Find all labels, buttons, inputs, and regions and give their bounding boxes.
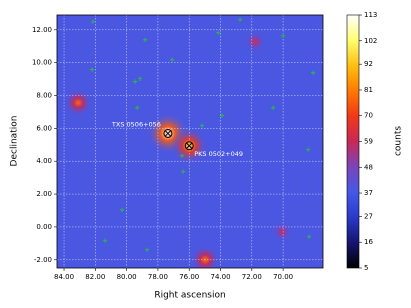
source-marker: [215, 30, 221, 35]
source-glow: [244, 30, 266, 53]
colorbar-tick-label: 37: [364, 189, 373, 197]
y-tick-label: 12.00: [32, 26, 52, 34]
source-marker: [134, 105, 140, 111]
source-glow: [190, 245, 220, 268]
source-glow: [64, 88, 93, 117]
annotation-label: PKS 0502+049: [194, 150, 243, 158]
source-marker: [90, 19, 96, 24]
x-tick-label: 72.00: [242, 273, 262, 281]
colorbar-tick-label: 92: [364, 60, 373, 68]
y-tick-label: 0.00: [36, 223, 52, 231]
source-marker: [89, 67, 95, 72]
x-tick-label: 76.00: [179, 273, 199, 281]
x-tick-label: 78.00: [148, 273, 168, 281]
x-tick-label: 84.00: [54, 273, 74, 281]
source-marker: [132, 79, 138, 84]
source-marker: [270, 105, 276, 111]
annotation-cross: [165, 130, 171, 137]
source-marker: [219, 113, 225, 118]
source-marker: [180, 169, 186, 174]
colorbar-tick-label: 5: [364, 264, 368, 272]
y-tick-label: 10.00: [32, 59, 52, 67]
source-marker: [119, 207, 125, 213]
colorbar-tick-label: 102: [364, 37, 377, 45]
annotation-cross: [186, 142, 193, 149]
colorbar-tick-label: 70: [364, 112, 373, 120]
colorbar: [346, 14, 360, 269]
colorbar-tick-label: 59: [364, 138, 373, 146]
source-marker: [142, 37, 148, 43]
source-marker: [179, 153, 185, 158]
annotation-label: TXS 0506+056: [111, 120, 161, 128]
plot-area: [57, 15, 323, 268]
x-tick-label: 74.00: [210, 273, 230, 281]
source-marker: [199, 123, 205, 128]
source-marker: [102, 238, 108, 243]
colorbar-tick-label: 16: [364, 238, 373, 246]
y-tick-label: 6.00: [36, 124, 52, 132]
colorbar-tick-label: 113: [364, 11, 377, 19]
y-axis-label: Declination: [10, 116, 20, 167]
annotation-marker: [184, 141, 194, 151]
plot-frame: [56, 14, 324, 269]
source-marker: [310, 70, 316, 76]
colorbar-tick-label: 27: [364, 212, 373, 220]
y-tick-label: 2.00: [36, 190, 52, 198]
x-tick-label: 82.00: [85, 273, 105, 281]
x-tick-label: 80.00: [117, 273, 137, 281]
y-tick-label: 4.00: [36, 157, 52, 165]
annotation-marker: [163, 128, 173, 138]
source-marker: [280, 33, 286, 39]
y-tick-label: -2.00: [34, 256, 52, 264]
colorbar-label: counts: [394, 126, 404, 156]
source-marker: [144, 247, 150, 252]
colorbar-tick-label: 48: [364, 163, 373, 171]
x-tick-label: 70.00: [273, 273, 293, 281]
source-marker: [237, 17, 243, 22]
source-marker: [306, 234, 312, 239]
y-tick-label: 8.00: [36, 92, 52, 100]
source-marker: [305, 147, 311, 152]
x-axis-label: Right ascension: [154, 291, 225, 301]
source-glow: [271, 221, 293, 243]
colorbar-tick-label: 81: [364, 86, 373, 94]
source-marker: [169, 57, 175, 63]
source-marker: [137, 76, 143, 81]
